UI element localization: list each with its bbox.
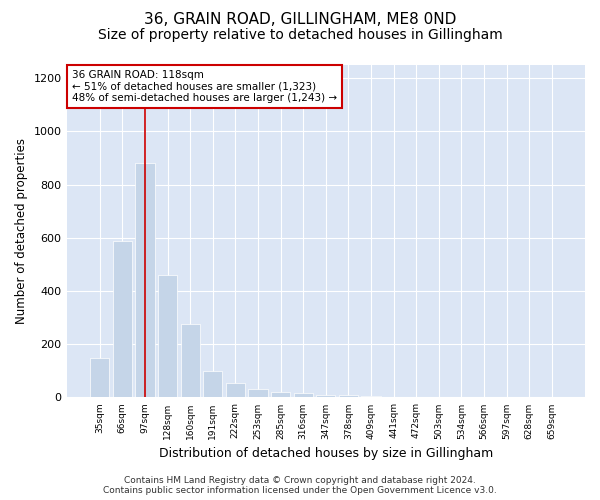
Bar bbox=[226, 383, 245, 398]
Bar bbox=[113, 240, 132, 398]
Bar bbox=[361, 396, 380, 398]
X-axis label: Distribution of detached houses by size in Gillingham: Distribution of detached houses by size … bbox=[158, 447, 493, 460]
Bar bbox=[90, 358, 109, 398]
Bar bbox=[158, 275, 177, 398]
Bar bbox=[203, 371, 223, 398]
Bar bbox=[136, 164, 155, 398]
Text: 36 GRAIN ROAD: 118sqm
← 51% of detached houses are smaller (1,323)
48% of semi-d: 36 GRAIN ROAD: 118sqm ← 51% of detached … bbox=[72, 70, 337, 103]
Text: Contains HM Land Registry data © Crown copyright and database right 2024.
Contai: Contains HM Land Registry data © Crown c… bbox=[103, 476, 497, 495]
Bar bbox=[293, 394, 313, 398]
Bar bbox=[316, 395, 335, 398]
Text: 36, GRAIN ROAD, GILLINGHAM, ME8 0ND: 36, GRAIN ROAD, GILLINGHAM, ME8 0ND bbox=[144, 12, 456, 28]
Bar bbox=[271, 392, 290, 398]
Bar bbox=[181, 324, 200, 398]
Bar bbox=[384, 397, 403, 398]
Y-axis label: Number of detached properties: Number of detached properties bbox=[15, 138, 28, 324]
Bar bbox=[248, 390, 268, 398]
Text: Size of property relative to detached houses in Gillingham: Size of property relative to detached ho… bbox=[98, 28, 502, 42]
Bar bbox=[339, 396, 358, 398]
